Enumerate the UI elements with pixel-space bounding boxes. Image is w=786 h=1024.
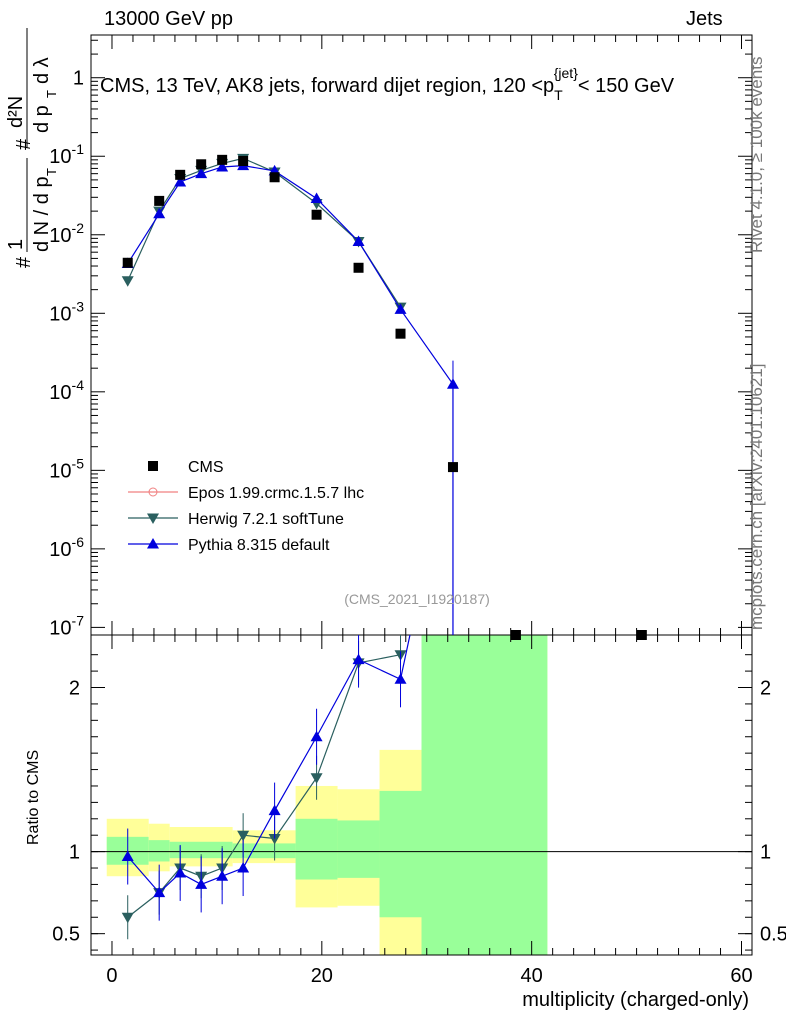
pythia-line (127, 165, 454, 635)
y-tick-label: 10-1 (49, 141, 84, 168)
ratio-band-green-5 (337, 820, 380, 878)
herwig-point (121, 276, 134, 287)
pythia-ratio-point (352, 653, 365, 665)
svg-text:d²N: d²N (5, 96, 27, 128)
ratio-y-label: Ratio to CMS (25, 750, 42, 845)
svg-text:#: # (13, 256, 35, 268)
pythia-point (446, 378, 459, 389)
cms-point (196, 159, 207, 170)
legend-label: Epos 1.99.crmc.1.5.7 lhc (188, 485, 364, 502)
y-tick-label: 1 (73, 68, 84, 90)
pythia-point (174, 175, 187, 187)
svg-text:T: T (44, 168, 59, 176)
pythia-ratio-point (310, 730, 323, 742)
y-tick-label: 10-3 (49, 298, 84, 325)
herwig-ratio-point (121, 912, 134, 924)
pythia-point (394, 303, 407, 314)
pythia-ratio-point (216, 870, 229, 881)
svg-text:1: 1 (5, 239, 27, 250)
x-tick-label: 60 (730, 965, 752, 987)
legend-label: Herwig 7.2.1 softTune (188, 511, 344, 528)
pythia-ratio-point (174, 866, 187, 878)
ratio-bands (91, 635, 752, 955)
pythia-point (310, 192, 323, 203)
x-axis-label: multiplicity (charged-only) (522, 989, 749, 1011)
cms-point (269, 172, 280, 183)
ratio-tick-label-right: 0.5 (760, 924, 786, 946)
ratio-tick-label: 0.5 (52, 924, 80, 946)
legend-label: CMS (188, 459, 224, 476)
pythia-ratio-point (237, 862, 250, 873)
herwig-ratio-line (127, 654, 401, 918)
ratio-band-green-4 (295, 818, 338, 880)
ratio-band-green-7 (421, 635, 548, 955)
ratio-tick-label: 2 (69, 678, 80, 700)
legend-marker-cms (148, 461, 158, 471)
pythia-ratio-point (268, 804, 281, 816)
chart-title: CMS, 13 TeV, AK8 jets, forward dijet reg… (100, 65, 675, 103)
cms-point (510, 630, 521, 640)
cms-point (636, 630, 647, 640)
cms-point (238, 155, 249, 166)
cms-point (353, 262, 364, 273)
ratio-band-green-6 (379, 790, 422, 918)
y-tick-label: 10-5 (49, 455, 84, 482)
herwig-ratio-point (310, 773, 323, 784)
ratio-plot-frame (90, 634, 753, 956)
mcplots-label: mcplots.cern.ch [arXiv:2401.10621] (747, 364, 766, 630)
pythia-ratio-point (195, 878, 208, 889)
data-marks (121, 153, 647, 940)
cms-point (447, 462, 458, 473)
analysis-tag: (CMS_2021_I1920187) (344, 591, 490, 607)
svg-text:T: T (44, 90, 59, 98)
legend: CMS Epos 1.99.crmc.1.5.7 lhc Herwig 7.2.1 … (128, 459, 364, 554)
svg-text:d N / d p: d N / d p (31, 176, 53, 252)
y-tick-label: 10-6 (49, 534, 84, 561)
header-right: Jets (686, 8, 723, 30)
herwig-line (127, 157, 402, 308)
y-tick-label: 10-4 (49, 377, 84, 404)
herwig-ratio-point (268, 833, 281, 845)
ratio-tick-label: 1 (69, 842, 80, 864)
cms-point (217, 154, 228, 165)
pythia-point (195, 167, 208, 179)
pythia-point (352, 235, 365, 247)
svg-text:#: # (13, 138, 35, 150)
y-tick-label: 10-2 (49, 220, 84, 247)
svg-text:d λ: d λ (31, 57, 53, 84)
ratio-band-green-2 (169, 841, 233, 859)
axis-ticks: 0 20 40 60 10-7 10-6 10-5 10-4 10-3 10-2 10-1 1 0.5 0… (49, 35, 786, 987)
cms-point (175, 169, 186, 180)
pythia-point (153, 207, 166, 219)
legend-label: Pythia 8.315 default (188, 537, 330, 554)
cms-point (154, 195, 165, 206)
herwig-ratio-point (237, 830, 250, 842)
pythia-ratio-point (394, 673, 407, 684)
pythia-point (216, 160, 229, 172)
y-tick-label: 10-7 (49, 612, 84, 639)
legend-marker-herwig (147, 513, 159, 524)
ratio-tick-label-right: 2 (760, 678, 771, 700)
header-left: 13000 GeV pp (104, 8, 233, 30)
legend-marker-epos (148, 487, 158, 497)
svg-text:d p: d p (31, 105, 53, 133)
ratio-band-green-3 (232, 843, 296, 859)
x-tick-label: 20 (311, 965, 333, 987)
ratio-band-green-1 (148, 840, 170, 862)
rivet-label: Rivet 4.1.0, ≥ 100k events (747, 57, 766, 253)
ratio-tick-label-right: 1 (760, 842, 771, 864)
cms-point (395, 328, 406, 339)
cms-point (122, 257, 133, 268)
pythia-ratio-point (153, 886, 166, 898)
x-tick-label: 0 (106, 965, 117, 987)
axes-frames (90, 34, 753, 956)
cms-point (311, 209, 322, 220)
legend-marker-pythia (147, 538, 159, 549)
x-tick-label: 40 (521, 965, 543, 987)
pythia-ratio-point (121, 850, 134, 862)
y-axis-title: # 1 d N / d p T # d²N d p T d λ (5, 28, 59, 268)
